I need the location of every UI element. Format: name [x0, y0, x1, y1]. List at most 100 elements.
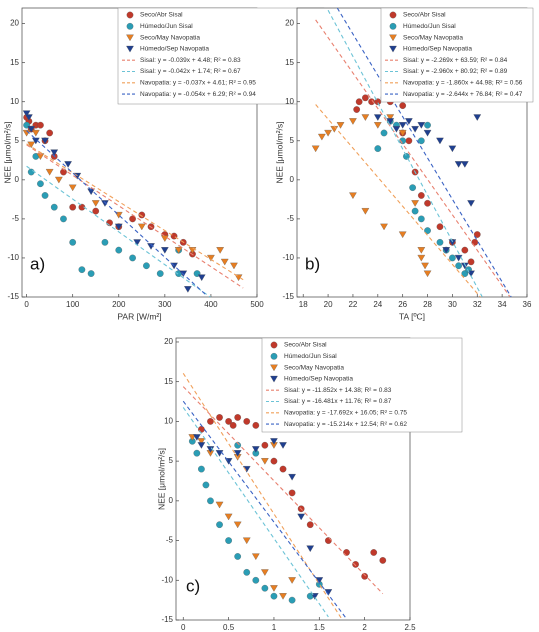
point	[405, 118, 413, 125]
point	[336, 122, 345, 129]
point	[297, 513, 306, 521]
x-axis-label: PAR [W/m²]	[117, 311, 161, 321]
point	[50, 203, 58, 211]
point	[184, 286, 192, 293]
legend-label: Navopatia: y = -2.644x + 76.84; R² = 0.4…	[403, 91, 523, 98]
point	[361, 208, 370, 215]
point	[229, 422, 237, 429]
legend-label: Sisal: y = -0.042x + 1.74; R² = 0.67	[140, 68, 241, 75]
point	[261, 441, 269, 449]
y-tick-label: 15	[10, 58, 19, 67]
point	[449, 254, 456, 262]
point	[311, 145, 320, 153]
point	[234, 414, 242, 421]
point	[343, 549, 350, 556]
y-tick-label: 10	[285, 97, 294, 106]
legend-label: Sisal: y = -2.960x + 80.92; R² = 0.89	[403, 68, 508, 75]
point	[216, 414, 223, 421]
point	[270, 585, 278, 592]
legend-marker	[389, 45, 397, 53]
point	[69, 203, 77, 211]
point	[207, 418, 214, 425]
y-tick-label: -10	[161, 575, 173, 584]
point	[436, 223, 444, 231]
legend-label: Sisal: y = -0.039x + 4.48; R² = 0.83	[140, 57, 241, 64]
y-tick-label: 15	[164, 377, 173, 386]
point	[192, 434, 201, 441]
legend-box	[117, 7, 325, 105]
x-axis-label: TA [ºC]	[399, 311, 425, 321]
y-tick-label: 5	[15, 136, 20, 145]
legend-label: Seco/Abr Sisal	[140, 12, 183, 19]
legend-label: Sisal: y = -16.481x + 11.76; R² = 0.87	[284, 398, 392, 405]
point	[27, 168, 35, 176]
point	[137, 223, 146, 231]
point	[355, 98, 363, 106]
x-tick-label: 30	[448, 300, 457, 309]
point	[373, 122, 382, 129]
point	[288, 577, 296, 584]
point	[399, 102, 407, 109]
x-tick-label: 0	[181, 623, 186, 632]
point	[370, 549, 378, 556]
point	[467, 200, 475, 207]
point	[55, 176, 63, 184]
point	[411, 207, 419, 215]
point	[279, 442, 287, 449]
x-tick-label: 0.5	[223, 623, 235, 632]
point	[374, 145, 382, 152]
point	[234, 441, 242, 449]
x-tick-label: 0	[24, 300, 29, 309]
panel-label: b)	[305, 254, 320, 273]
point	[460, 262, 469, 270]
point	[454, 161, 463, 168]
point	[411, 126, 419, 133]
legend-marker	[126, 34, 134, 42]
point	[398, 129, 407, 137]
point	[417, 254, 426, 262]
legend: Seco/Abr Sisal Húmedo/Jun Sisal Seco/May N…	[380, 7, 534, 103]
point	[243, 568, 251, 576]
point	[193, 449, 201, 457]
x-tick-label: 26	[398, 300, 407, 309]
point	[398, 231, 407, 239]
point	[411, 200, 419, 207]
point	[448, 239, 457, 246]
point	[197, 274, 206, 282]
point	[69, 238, 77, 246]
y-tick-label: -10	[282, 253, 294, 262]
y-tick-label: -15	[7, 292, 19, 301]
point	[68, 184, 77, 192]
point	[207, 254, 215, 262]
point	[37, 121, 44, 129]
point	[417, 137, 425, 145]
point	[379, 557, 387, 564]
point	[306, 521, 314, 529]
point	[197, 442, 206, 449]
trend-line	[26, 143, 244, 281]
point	[353, 106, 361, 113]
point	[133, 239, 142, 246]
point	[460, 161, 469, 168]
panel: -15 -10 -5 0 5 10 15 20 18 20 22 24 26 28 30 32 34 36 TA […	[274, 7, 534, 321]
legend-label: Húmedo/Jun Sisal	[140, 23, 193, 30]
point	[46, 129, 53, 137]
point	[41, 137, 49, 145]
point	[373, 114, 382, 121]
plot	[22, 110, 244, 297]
point	[368, 98, 375, 106]
x-tick-label: 36	[523, 300, 532, 309]
point	[424, 121, 431, 129]
point	[386, 114, 395, 121]
point	[380, 223, 388, 231]
point	[409, 184, 416, 191]
point	[41, 192, 49, 199]
x-tick-label: 20	[324, 300, 333, 309]
x-tick-label: 1	[272, 623, 277, 632]
point	[436, 137, 444, 145]
point	[202, 481, 210, 489]
point	[417, 192, 425, 199]
point	[349, 118, 357, 125]
point	[78, 266, 86, 274]
